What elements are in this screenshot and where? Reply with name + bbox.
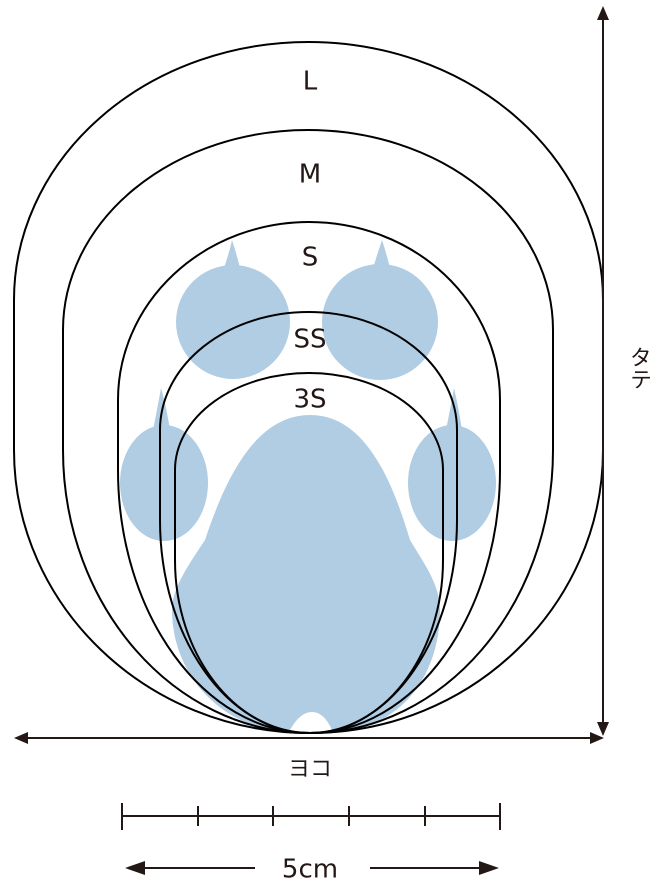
size-outline (159, 311, 458, 735)
size-outline (62, 129, 554, 735)
size-outline (117, 221, 501, 735)
axes: タテ ヨコ (14, 6, 651, 782)
size-label: S (302, 243, 319, 273)
scale-label: 5cm (282, 855, 338, 885)
toe-pad (322, 264, 438, 380)
claw (224, 240, 240, 268)
size-label: 3S (293, 385, 326, 415)
toe-pad (408, 425, 496, 541)
scale-bar: 5cm (121, 803, 501, 885)
height-label: タテ (626, 346, 651, 390)
size-label: SS (293, 325, 326, 355)
size-outline (13, 41, 604, 735)
toe-pad (176, 265, 290, 379)
paw (120, 240, 496, 731)
claw (373, 240, 390, 268)
size-outline (174, 372, 444, 735)
size-label: M (299, 160, 321, 190)
size-label: L (303, 67, 318, 97)
arrow-head (479, 861, 499, 875)
arrow-head (125, 861, 145, 875)
scale-ticks (121, 803, 501, 830)
main-pad (172, 415, 440, 731)
width-label: ヨコ (288, 757, 332, 782)
toe-pad (120, 425, 208, 541)
